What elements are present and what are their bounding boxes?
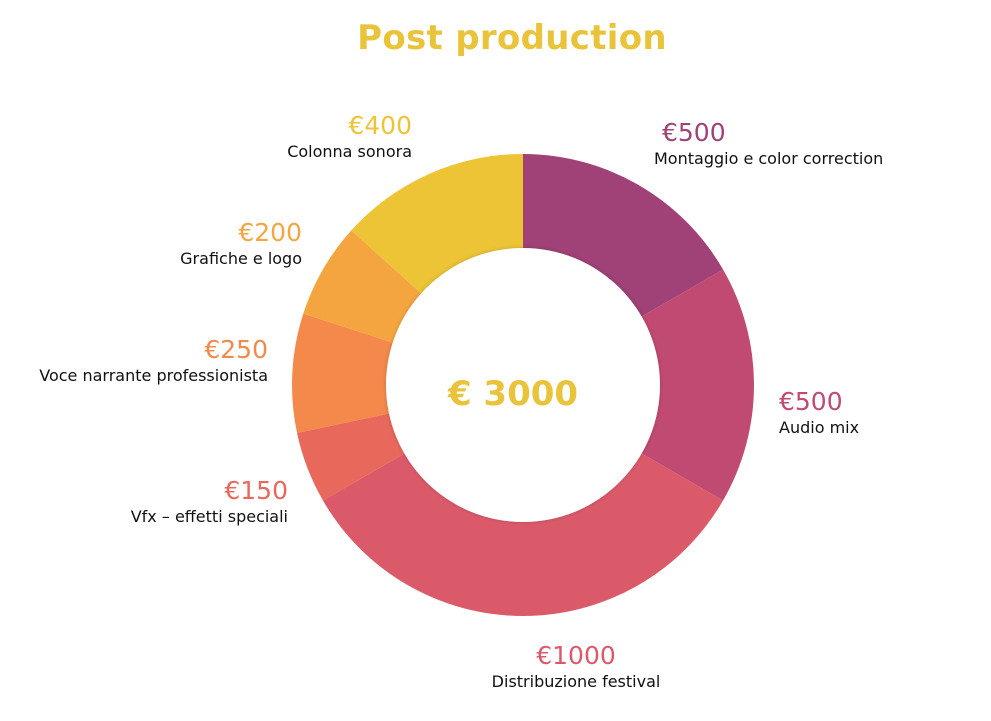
slice-label-montaggio: €500 Montaggio e color correction — [654, 118, 883, 170]
slice-amount: €200 — [238, 218, 302, 247]
slice-name: Grafiche e logo — [180, 249, 302, 268]
chart-title: Post production — [357, 18, 667, 58]
slice-name: Colonna sonora — [287, 142, 412, 161]
slice-amount: €500 — [662, 118, 726, 147]
slice-label-colonna-sonora: €400 Colonna sonora — [212, 111, 412, 163]
slice-amount: €1000 — [536, 641, 616, 670]
slice-name: Montaggio e color correction — [654, 149, 884, 168]
slice-label-distribuzione: €1000 Distribuzione festival — [486, 641, 666, 693]
slice-amount: €250 — [204, 335, 268, 364]
slice-label-voce-narrante: €250 Voce narrante professionista — [18, 335, 268, 387]
slice-name: Vfx – effetti speciali — [130, 507, 288, 526]
slice-label-grafiche: €200 Grafiche e logo — [122, 218, 302, 270]
center-total-label: € 3000 — [447, 374, 579, 414]
donut-hole — [386, 248, 660, 522]
slice-label-vfx: €150 Vfx – effetti speciali — [88, 476, 288, 528]
slice-amount: €150 — [224, 476, 288, 505]
slice-name: Voce narrante professionista — [39, 366, 268, 385]
slice-name: Distribuzione festival — [491, 672, 661, 691]
slice-amount: €500 — [779, 387, 843, 416]
slice-label-audio-mix: €500 Audio mix — [779, 387, 859, 439]
slice-amount: €400 — [348, 111, 412, 140]
slice-name: Audio mix — [779, 418, 860, 437]
